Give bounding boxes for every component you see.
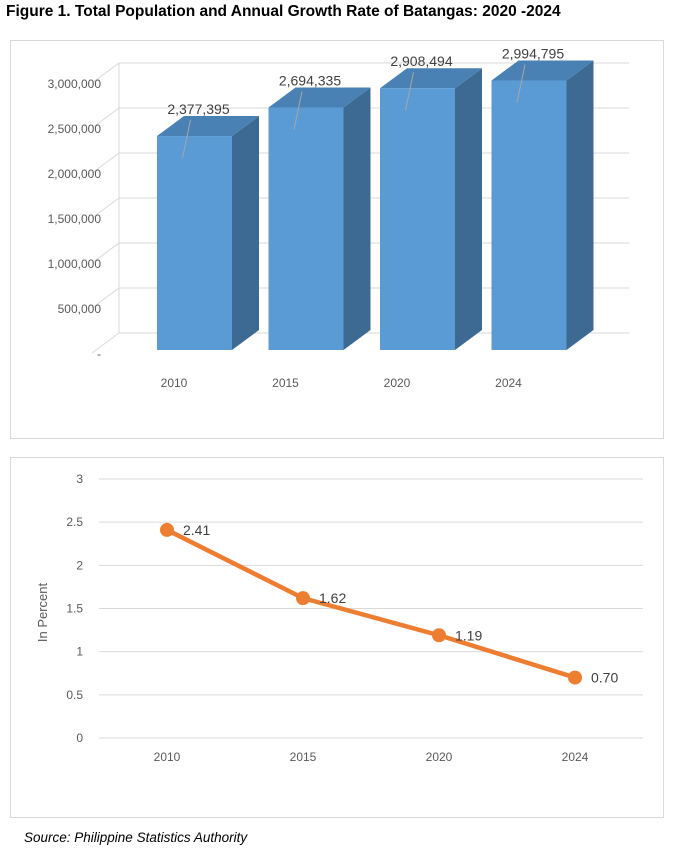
bar-gridline-depth <box>91 197 120 219</box>
line-x-tick-label: 2010 <box>154 750 181 764</box>
line-x-tick-label: 2020 <box>426 750 453 764</box>
source-note: Source: Philippine Statistics Authority <box>24 830 248 845</box>
bar-y-tick-label: 1,000,000 <box>48 257 102 271</box>
line-data-label: 0.70 <box>591 670 618 686</box>
line-y-tick-label: 2.5 <box>66 515 83 529</box>
line-y-axis-title: In Percent <box>35 582 50 642</box>
line-y-tick-label: 1 <box>76 645 83 659</box>
bar-side-2020 <box>455 68 482 351</box>
bar-y-tick-label: 2,500,000 <box>48 122 102 136</box>
line-y-tick-label: 2 <box>76 558 83 572</box>
line-x-tick-label: 2015 <box>290 750 317 764</box>
bar-side-2010 <box>232 116 259 350</box>
bar-top-2010 <box>157 116 259 137</box>
bar-gridline-depth <box>91 242 120 264</box>
bar-2015 <box>268 107 344 350</box>
bar-y-tick-label: - <box>97 347 101 361</box>
bar-y-tick-label: 3,000,000 <box>48 77 102 91</box>
bar-top-2024 <box>491 60 594 81</box>
line-y-tick-label: 0.5 <box>66 688 83 702</box>
growth-rate-point-2020 <box>432 628 446 643</box>
bar-data-label: 2,908,494 <box>390 53 452 69</box>
growth-rate-line-chart-svg: 0 0.5 1 1.5 2 2.5 3 In Percent 2.41 2010 1.62 2015 1… <box>35 472 643 764</box>
bar-data-label-leader <box>182 119 191 159</box>
bar-side-2015 <box>343 87 371 350</box>
bar-gridline-depth <box>91 107 120 129</box>
bar-gridline-depth <box>91 287 120 309</box>
bar-gridline-depth <box>91 62 120 84</box>
bar-top-2015 <box>268 87 371 108</box>
bar-gridline-depth <box>91 332 120 354</box>
bar-x-tick-label: 2020 <box>384 376 411 390</box>
growth-rate-point-2024 <box>568 670 582 685</box>
line-data-label: 1.62 <box>319 590 346 606</box>
bar-side-2024 <box>566 60 594 351</box>
bar-x-tick-label: 2024 <box>495 376 522 390</box>
bar-data-label: 2,377,395 <box>167 101 229 117</box>
line-data-label: 2.41 <box>183 522 210 538</box>
bar-top-2020 <box>380 68 482 89</box>
bar-y-tick-label: 500,000 <box>58 302 102 316</box>
growth-rate-point-2010 <box>160 522 174 537</box>
line-x-tick-label: 2024 <box>562 750 589 764</box>
population-bar-chart: - 500,000 1,000,000 1,500,000 2,000,000 2,500… <box>10 40 664 439</box>
bar-y-tick-label: 1,500,000 <box>48 212 102 226</box>
bar-x-tick-label: 2010 <box>161 376 188 390</box>
bar-2020 <box>380 88 455 350</box>
bar-gridline-depth <box>91 152 120 174</box>
line-data-label: 1.19 <box>455 627 482 643</box>
bar-data-label: 2,994,795 <box>502 45 564 61</box>
bar-data-label-leader <box>293 91 303 130</box>
bar-y-tick-label: 2,000,000 <box>48 167 102 181</box>
figure-title: Figure 1. Total Population and Annual Gr… <box>6 3 561 20</box>
bar-data-label-leader <box>405 72 414 111</box>
bar-data-label-leader <box>516 64 526 103</box>
line-y-tick-label: 3 <box>76 472 83 486</box>
line-y-tick-label: 0 <box>76 731 83 745</box>
bar-2010 <box>157 136 232 350</box>
population-bar-chart-svg: - 500,000 1,000,000 1,500,000 2,000,000 2,500… <box>48 45 629 390</box>
line-y-tick-label: 1.5 <box>66 602 83 616</box>
growth-rate-series-line <box>165 527 576 680</box>
bar-x-tick-label: 2015 <box>272 376 299 390</box>
growth-rate-point-2015 <box>296 591 310 606</box>
growth-rate-line-chart: 0 0.5 1 1.5 2 2.5 3 In Percent 2.41 2010 1.62 2015 1… <box>10 457 664 818</box>
bar-data-label: 2,694,335 <box>279 73 341 89</box>
bar-2024 <box>491 80 567 350</box>
